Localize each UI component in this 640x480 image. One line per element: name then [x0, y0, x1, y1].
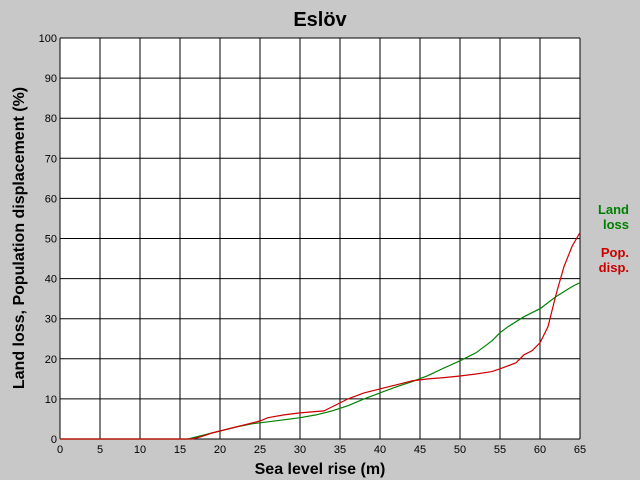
y-tick-label: 90 — [45, 73, 57, 85]
series-line-1 — [60, 232, 581, 440]
series-layer — [60, 232, 581, 440]
y-tick-label: 70 — [45, 153, 57, 165]
grid — [59, 37, 581, 440]
y-axis-label: Land loss, Population displacement (%) — [11, 87, 28, 389]
y-tick-label: 30 — [45, 314, 57, 326]
y-tick-label: 40 — [45, 274, 57, 286]
y-tick-label: 100 — [39, 33, 57, 45]
y-tick-label: 0 — [51, 434, 57, 446]
x-tick-label: 15 — [174, 444, 186, 456]
x-tick-label: 0 — [57, 444, 63, 456]
x-tick-label: 50 — [454, 444, 466, 456]
legend-entry-1: Pop. — [601, 245, 629, 260]
x-tick-label: 35 — [334, 444, 346, 456]
x-tick-label: 5 — [97, 444, 103, 456]
x-tick-label: 60 — [534, 444, 546, 456]
x-tick-label: 45 — [414, 444, 426, 456]
y-tick-label: 10 — [45, 394, 57, 406]
legend-entry-0: loss — [603, 217, 629, 232]
y-tick-label: 50 — [45, 234, 57, 246]
x-tick-label: 30 — [294, 444, 306, 456]
y-tick-label: 60 — [45, 193, 57, 205]
legend-entry-1: disp. — [599, 260, 629, 275]
x-tick-label: 25 — [254, 444, 266, 456]
tick-labels: 0 5 10 15 20 25 30 35 40 45 50 55 60 65 0 10 20 30 40 50 60 7… — [39, 33, 586, 456]
chart-title: Eslöv — [293, 9, 347, 31]
y-tick-label: 80 — [45, 113, 57, 125]
x-tick-label: 10 — [134, 444, 146, 456]
legend-entry-0: Land — [598, 202, 629, 217]
x-axis-label: Sea level rise (m) — [255, 461, 386, 478]
y-tick-label: 20 — [45, 354, 57, 366]
x-tick-label: 55 — [494, 444, 506, 456]
x-tick-label: 20 — [214, 444, 226, 456]
x-tick-label: 40 — [374, 444, 386, 456]
x-tick-label: 65 — [574, 444, 586, 456]
